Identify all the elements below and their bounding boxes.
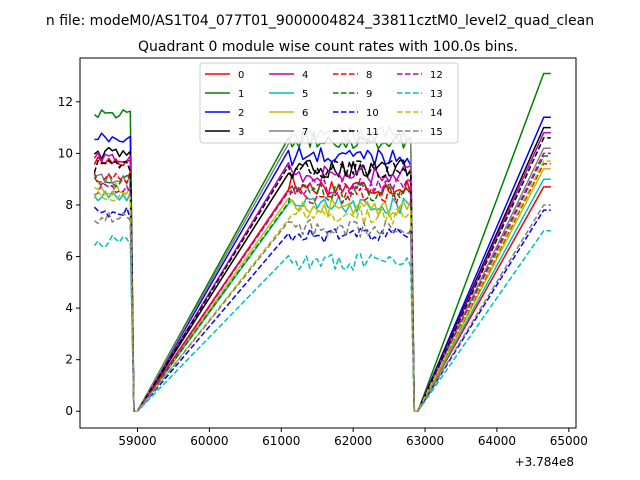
axes-frame [79, 57, 577, 429]
x-tick-label: 63000 [406, 434, 444, 448]
chart-suptitle: n file: modeM0/AS1T04_077T01_9000004824_… [46, 13, 594, 29]
legend-label: 1 [238, 89, 244, 100]
legend-label: 5 [302, 89, 308, 100]
x-tick-label: 59000 [118, 434, 156, 448]
y-tick-label: 4 [65, 301, 73, 315]
x-tick-label: 64000 [478, 434, 516, 448]
series-line-10 [93, 206, 551, 412]
series-line-14 [93, 160, 551, 412]
legend-label: 14 [430, 108, 443, 119]
chart-title: Quadrant 0 module wise count rates with … [138, 39, 518, 55]
series-layer [93, 72, 551, 412]
legend-frame [199, 62, 459, 144]
x-tick-label: 60000 [190, 434, 228, 448]
legend-label: 11 [366, 127, 379, 138]
y-axis: 0 2 4 6 8 10 12 [58, 95, 80, 418]
y-tick-label: 12 [58, 95, 73, 109]
y-tick-label: 8 [65, 198, 73, 212]
legend-label: 0 [238, 70, 244, 81]
x-tick-label: 62000 [334, 434, 372, 448]
x-tick-label: 65000 [550, 434, 588, 448]
series-line-11 [93, 137, 551, 412]
legend-label: 9 [366, 89, 372, 100]
legend-label: 12 [430, 70, 443, 81]
legend-label: 13 [430, 89, 443, 100]
y-tick-label: 10 [58, 146, 73, 160]
y-tick-label: 2 [65, 353, 73, 367]
legend-label: 10 [366, 108, 379, 119]
x-tick-label: 61000 [262, 434, 300, 448]
series-line-12 [94, 152, 551, 412]
legend-label: 3 [238, 127, 244, 138]
legend-label: 15 [430, 127, 443, 138]
series-line-13 [93, 230, 551, 412]
x-offset-label: +3.784e8 [515, 455, 574, 469]
y-tick-label: 6 [65, 250, 73, 264]
legend-label: 2 [238, 108, 244, 119]
series-line-3 [93, 126, 551, 412]
legend-label: 8 [366, 70, 372, 81]
series-line-2 [94, 116, 551, 412]
legend-label: 7 [302, 127, 308, 138]
x-axis: 59000 60000 61000 62000 63000 64000 65000 [118, 428, 588, 448]
legend-label: 4 [302, 70, 308, 81]
y-tick-label: 0 [65, 404, 73, 418]
series-line-8 [93, 162, 551, 412]
legend-label: 6 [302, 108, 308, 119]
series-line-9 [93, 155, 551, 412]
